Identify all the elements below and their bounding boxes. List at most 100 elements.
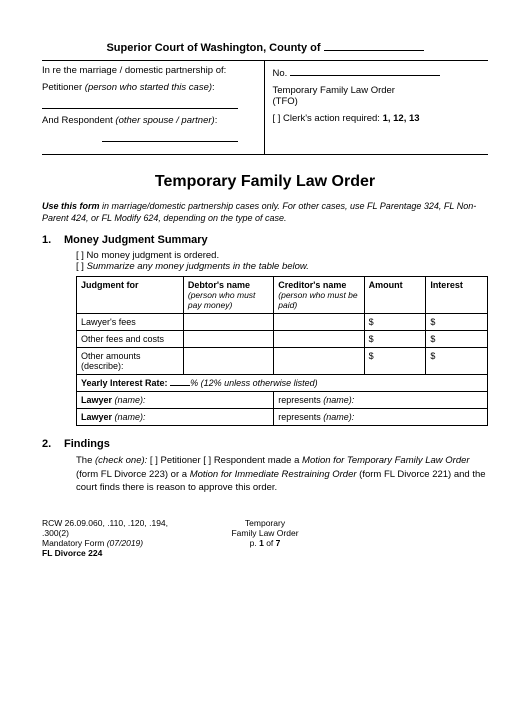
case-no-line: No. xyxy=(273,65,489,79)
section-1-header: 1. Money Judgment Summary xyxy=(42,234,488,246)
cell-amount[interactable]: $ xyxy=(364,348,426,375)
th-amount: Amount xyxy=(364,277,426,314)
cell-debtor[interactable] xyxy=(183,314,273,331)
footer-mid2: Family Law Order xyxy=(191,528,340,538)
yearly-rate-label: Yearly Interest Rate: xyxy=(81,378,168,388)
footer-form-line: Mandatory Form (07/2019) xyxy=(42,538,191,548)
represents-cell: represents (name): xyxy=(274,409,488,426)
case-caption-box: In re the marriage / domestic partnershi… xyxy=(42,60,488,155)
sec2-check: (check one): xyxy=(95,455,147,466)
petitioner-name-field[interactable] xyxy=(42,95,238,109)
sec1-opt1[interactable]: [ ] No money judgment is ordered. xyxy=(76,250,488,261)
footer-p-total: 7 xyxy=(276,538,281,548)
th-creditor: Creditor's name (person who must be paid… xyxy=(274,277,364,314)
clerk-prefix: [ ] Clerk's action required: xyxy=(273,113,383,124)
cell-interest[interactable]: $ xyxy=(426,331,488,348)
order-name: Temporary Family Law Order xyxy=(273,85,489,96)
footer-p-of: of xyxy=(264,538,276,548)
case-right: No. Temporary Family Law Order (TFO) [ ]… xyxy=(265,61,489,154)
footer-date: (07/2019) xyxy=(107,538,143,548)
section-2-title: Findings xyxy=(64,438,110,450)
represents-cell: represents (name): xyxy=(274,392,488,409)
footer-p-prefix: p. xyxy=(250,538,259,548)
cell-label: Other amounts (describe): xyxy=(77,348,184,375)
th-interest: Interest xyxy=(426,277,488,314)
cell-debtor[interactable] xyxy=(183,348,273,375)
section-1-num: 1. xyxy=(42,234,64,246)
lawyer-paren: (name): xyxy=(115,412,146,422)
sec2-motion2: Motion for Immediate Restraining Order xyxy=(190,469,357,480)
represents-label: represents xyxy=(278,395,323,405)
footer-rcw: RCW 26.09.060, .110, .120, .194, .300(2) xyxy=(42,518,191,538)
lawyer-label: Lawyer xyxy=(81,412,115,422)
yearly-rate-cell: Yearly Interest Rate: % (12% unless othe… xyxy=(77,375,488,392)
sec1-opt2-italic: Summarize any money judgments in the tab… xyxy=(87,261,309,272)
use-note: Use this form in marriage/domestic partn… xyxy=(42,201,488,224)
cell-amount[interactable]: $ xyxy=(364,314,426,331)
yearly-rate-field[interactable] xyxy=(170,385,190,386)
clerk-action-line: [ ] Clerk's action required: 1, 12, 13 xyxy=(273,113,489,124)
footer-page: p. 1 of 7 xyxy=(191,538,340,548)
case-left: In re the marriage / domestic partnershi… xyxy=(42,61,265,154)
case-no-field[interactable] xyxy=(290,65,440,76)
footer-mandatory: Mandatory Form xyxy=(42,538,107,548)
sec1-opt1-text: [ ] No money judgment is ordered. xyxy=(76,250,219,261)
use-note-bold: Use this form xyxy=(42,201,100,211)
footer-right xyxy=(339,518,488,558)
court-header: Superior Court of Washington, County of xyxy=(42,40,488,54)
footer-mid: Temporary Family Law Order p. 1 of 7 xyxy=(191,518,340,558)
sec2-mid1[interactable]: [ ] Petitioner [ ] Respondent made a xyxy=(147,455,302,466)
respondent-name-field[interactable] xyxy=(102,128,238,142)
footer-left: RCW 26.09.060, .110, .120, .194, .300(2)… xyxy=(42,518,191,558)
county-blank[interactable] xyxy=(324,40,424,51)
th-debtor: Debtor's name (person who must pay money… xyxy=(183,277,273,314)
footer-form-num: FL Divorce 224 xyxy=(42,548,191,558)
cell-debtor[interactable] xyxy=(183,331,273,348)
represents-label: represents xyxy=(278,412,323,422)
th-judgment-for: Judgment for xyxy=(77,277,184,314)
court-line-prefix: Superior Court of Washington, County of xyxy=(106,42,323,54)
cell-creditor[interactable] xyxy=(274,314,364,331)
order-abbrev: (TFO) xyxy=(273,96,489,107)
respondent-line: And Respondent (other spouse / partner): xyxy=(42,115,258,126)
respondent-paren: (other spouse / partner) xyxy=(115,115,214,126)
table-header-row: Judgment for Debtor's name (person who m… xyxy=(77,277,488,314)
respondent-label: And Respondent xyxy=(42,115,115,126)
th-debtor-sub: (person who must pay money) xyxy=(188,290,269,310)
sec2-mid2: (form FL Divorce 223) or a xyxy=(76,469,190,480)
cell-creditor[interactable] xyxy=(274,331,364,348)
sec1-opt2[interactable]: [ ] Summarize any money judgments in the… xyxy=(76,261,488,272)
cell-amount[interactable]: $ xyxy=(364,331,426,348)
main-title: Temporary Family Law Order xyxy=(42,173,488,191)
cell-creditor[interactable] xyxy=(274,348,364,375)
th-creditor-label: Creditor's name xyxy=(278,280,346,290)
cell-label: Lawyer's fees xyxy=(77,314,184,331)
lawyer-row: Lawyer (name): represents (name): xyxy=(77,409,488,426)
footer-mid1: Temporary xyxy=(191,518,340,528)
sec1-opt2-prefix: [ ] xyxy=(76,261,87,272)
cell-label: Other fees and costs xyxy=(77,331,184,348)
section-2-header: 2. Findings xyxy=(42,438,488,450)
represents-paren: (name): xyxy=(323,412,354,422)
cell-interest[interactable]: $ xyxy=(426,348,488,375)
petitioner-line: Petitioner (person who started this case… xyxy=(42,82,258,93)
th-debtor-label: Debtor's name xyxy=(188,280,250,290)
no-label: No. xyxy=(273,68,290,79)
page-footer: RCW 26.09.060, .110, .120, .194, .300(2)… xyxy=(42,514,488,558)
sec2-prefix: The xyxy=(76,455,95,466)
use-note-rest: in marriage/domestic partnership cases o… xyxy=(42,201,476,223)
table-row: Other amounts (describe): $ $ xyxy=(77,348,488,375)
sec2-motion1: Motion for Temporary Family Law Order xyxy=(302,455,470,466)
lawyer-cell: Lawyer (name): xyxy=(77,409,274,426)
clerk-nums: 1, 12, 13 xyxy=(383,113,420,124)
cell-label-text: Other amounts (describe): xyxy=(81,351,141,371)
table-row: Other fees and costs $ $ xyxy=(77,331,488,348)
judgment-table: Judgment for Debtor's name (person who m… xyxy=(76,276,488,426)
cell-interest[interactable]: $ xyxy=(426,314,488,331)
section-1-title: Money Judgment Summary xyxy=(64,234,208,246)
table-row: Lawyer's fees $ $ xyxy=(77,314,488,331)
yearly-rate-row: Yearly Interest Rate: % (12% unless othe… xyxy=(77,375,488,392)
yearly-rate-suffix: % (12% unless otherwise listed) xyxy=(190,378,318,388)
section-2-num: 2. xyxy=(42,438,64,450)
lawyer-paren: (name): xyxy=(115,395,146,405)
